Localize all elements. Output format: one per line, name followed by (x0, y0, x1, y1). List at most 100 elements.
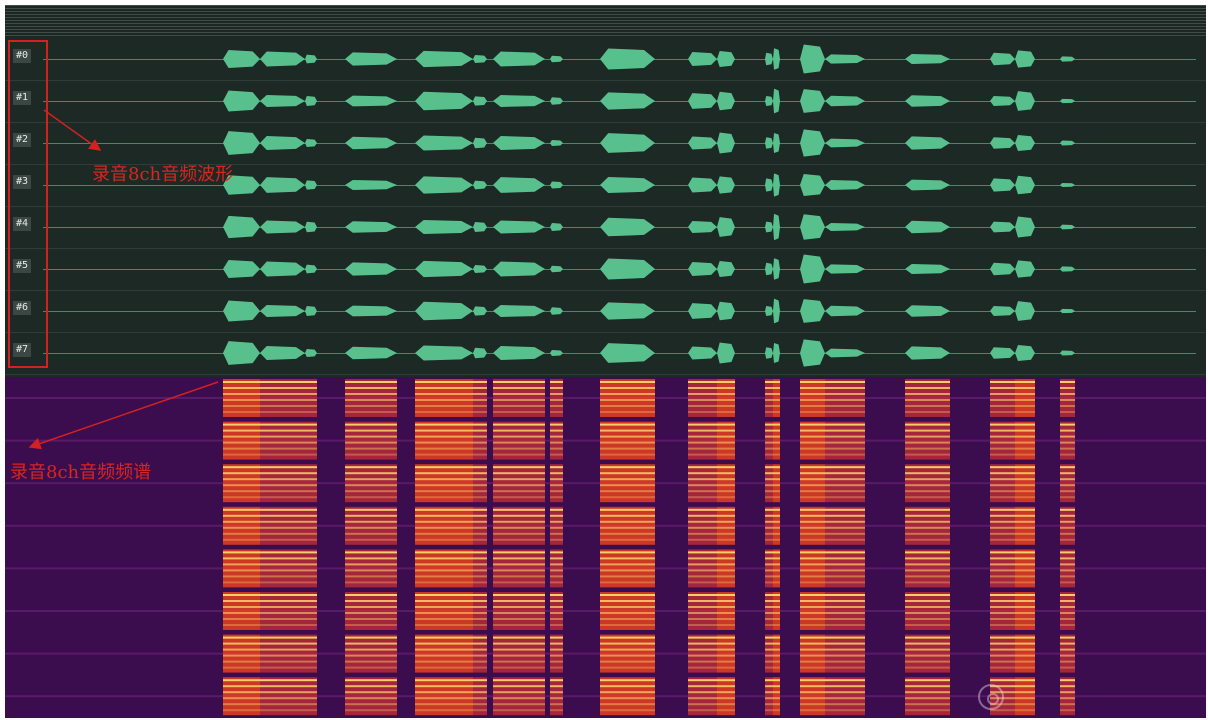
spectrogram-harmonic (223, 600, 260, 602)
spectrogram-harmonic (600, 514, 655, 517)
spectrogram-harmonic (415, 581, 473, 584)
spectrogram-harmonic (305, 624, 317, 626)
channel-lane[interactable]: #4 (5, 206, 1206, 249)
spectrogram-harmonic (765, 435, 773, 438)
spectrogram-harmonic (765, 484, 773, 487)
timeline-overview-strip[interactable] (5, 5, 1206, 38)
spectrogram-harmonic (223, 526, 260, 529)
spectrogram-harmonic (825, 484, 865, 487)
spectrogram-harmonic (717, 441, 735, 444)
spectrogram-harmonic (473, 381, 487, 383)
spectrogram-harmonic (765, 447, 773, 450)
spectrogram-harmonic (223, 594, 260, 596)
spectrogram-harmonic (473, 453, 487, 456)
channel-lane[interactable]: #7 (5, 332, 1206, 375)
waveform-segment (905, 264, 950, 274)
spectrogram-harmonic (345, 679, 397, 682)
spectrogram-harmonic (345, 423, 397, 426)
spectrogram-harmonic (1060, 575, 1075, 578)
spectrogram-harmonic (800, 666, 825, 669)
spectrogram-harmonic (1060, 679, 1075, 682)
spectrogram-harmonic (773, 557, 780, 560)
spectrogram-harmonic (493, 490, 545, 493)
spectrogram-harmonic (345, 654, 397, 657)
spectrogram-harmonic (765, 466, 773, 469)
waveform-segment (305, 54, 317, 64)
spectrogram-harmonic (415, 636, 473, 639)
spectrogram-harmonic (800, 594, 825, 596)
spectrogram-harmonic (765, 594, 773, 596)
waveform-segment (260, 51, 305, 67)
spectrogram-harmonic (415, 575, 473, 578)
waveform-segment (260, 95, 305, 107)
spectrogram-harmonic (260, 685, 305, 688)
spectrogram-harmonic (1060, 666, 1075, 669)
channel-lane[interactable]: #5 (5, 248, 1206, 291)
spectrogram-harmonic (1060, 447, 1075, 450)
spectrogram-harmonic (1015, 387, 1035, 389)
spectrogram-energy-block (765, 677, 773, 716)
spectrogram-energy-block (415, 677, 473, 716)
zoom-icon[interactable] (978, 684, 1004, 710)
spectrogram-harmonic (825, 660, 865, 663)
spectrogram-harmonic (905, 532, 950, 535)
spectrogram-harmonic (493, 654, 545, 657)
waveform-segment (990, 347, 1015, 359)
spectrogram-harmonic (800, 691, 825, 694)
waveform-segment (1015, 50, 1035, 68)
spectrogram-harmonic (600, 393, 655, 395)
spectrogram-harmonic (600, 466, 655, 469)
spectrogram-harmonic (305, 405, 317, 407)
spectrogram-harmonic (415, 514, 473, 517)
spectrogram-harmonic (260, 636, 305, 639)
spectrogram-harmonic (688, 685, 717, 688)
spectrogram-harmonic (223, 447, 260, 450)
spectrogram-energy-block (223, 464, 260, 503)
spectrogram-harmonic (800, 496, 825, 499)
spectrogram-harmonic (765, 423, 773, 426)
waveform-panel[interactable]: #0 #1 #2 #3 #4 #5 #6 (5, 38, 1206, 377)
spectrogram-panel[interactable] (5, 377, 1206, 718)
channel-lane[interactable]: #0 (5, 38, 1206, 81)
channel-lane[interactable]: #3 (5, 164, 1206, 207)
spectrogram-harmonic (600, 636, 655, 639)
spectrogram-harmonic (905, 435, 950, 438)
spectrogram-harmonic (688, 441, 717, 444)
spectrogram-harmonic (260, 532, 305, 535)
waveform-segment (473, 265, 487, 273)
waveform-segment (688, 177, 717, 193)
spectrogram-harmonic (550, 405, 563, 407)
spectrogram-harmonic (905, 399, 950, 401)
channel-lane[interactable]: #6 (5, 290, 1206, 333)
spectrogram-harmonic (345, 472, 397, 475)
spectrogram-harmonic (260, 429, 305, 432)
spectrogram-energy-block (990, 549, 1015, 588)
spectrogram-harmonic (688, 538, 717, 541)
spectrogram-harmonic (800, 618, 825, 620)
spectrogram-harmonic (223, 387, 260, 389)
channel-lane[interactable]: #2 (5, 122, 1206, 165)
waveform-segment (345, 180, 397, 190)
spectrogram-harmonic (1060, 514, 1075, 517)
spectrogram-harmonic (717, 551, 735, 554)
spectrogram-harmonic (1060, 508, 1075, 511)
spectrogram-harmonic (765, 660, 773, 663)
spectrogram-harmonic (1060, 484, 1075, 487)
spectrogram-harmonic (223, 679, 260, 682)
spectrogram-harmonic (260, 691, 305, 694)
waveform-segment (1060, 183, 1075, 187)
spectrogram-harmonic (600, 691, 655, 694)
spectrogram-harmonic (600, 600, 655, 602)
spectrogram-harmonic (473, 581, 487, 584)
spectrogram-harmonic (800, 636, 825, 639)
spectrogram-harmonic (473, 393, 487, 395)
spectrogram-harmonic (305, 532, 317, 535)
spectrogram-harmonic (415, 606, 473, 608)
channel-lane[interactable]: #1 (5, 80, 1206, 123)
spectrogram-harmonic (223, 636, 260, 639)
spectrogram-harmonic (305, 435, 317, 438)
waveform-segment (825, 180, 865, 190)
spectrogram-harmonic (800, 423, 825, 426)
spectrogram-harmonic (345, 435, 397, 438)
spectrogram-harmonic (990, 423, 1015, 426)
